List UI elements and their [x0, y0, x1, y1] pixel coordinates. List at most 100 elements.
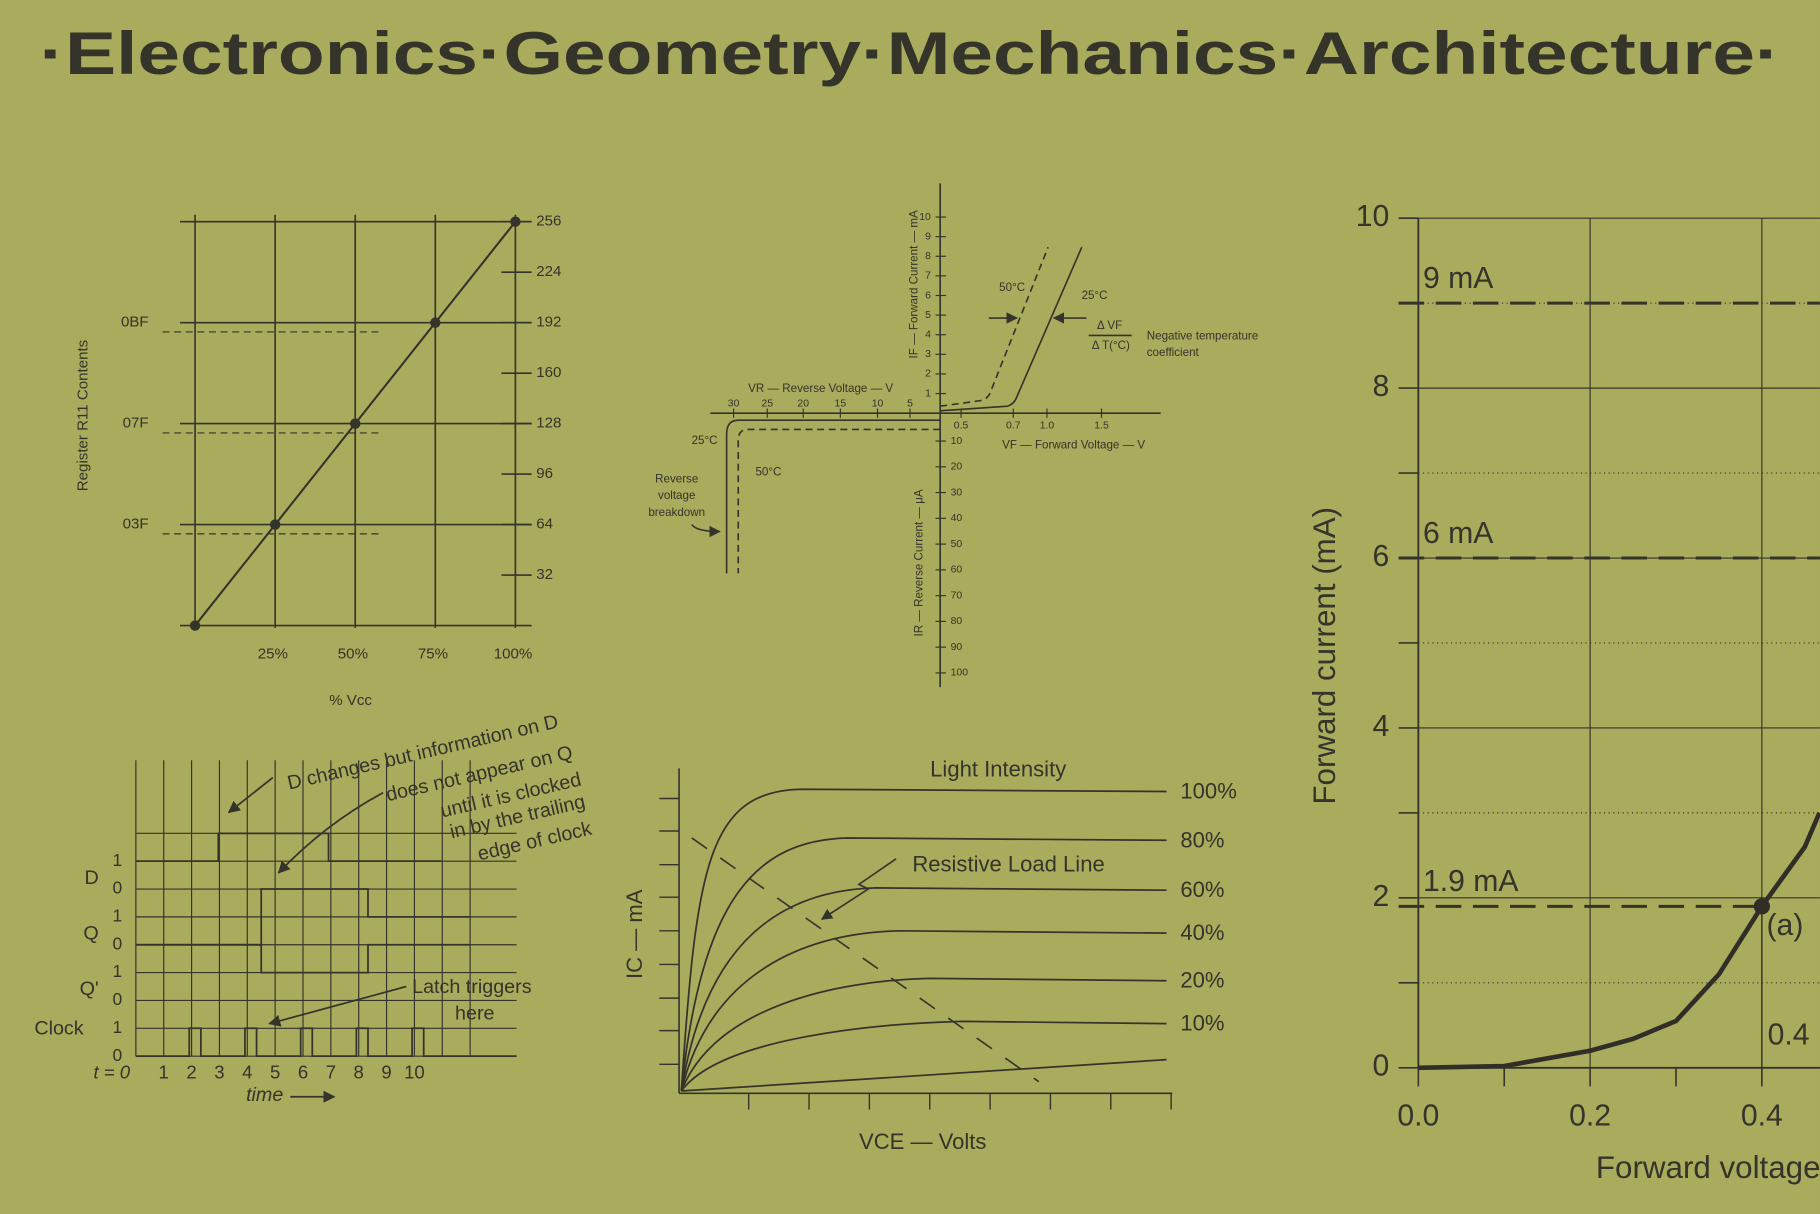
- annotation-label: 1.9 mA: [1423, 865, 1519, 898]
- time-label: time: [246, 1084, 283, 1106]
- point-marker: [1753, 898, 1770, 915]
- tick-label: 15: [835, 399, 847, 410]
- arrow: [691, 524, 721, 538]
- level-label: 0: [112, 878, 122, 898]
- y-tick-label: 10: [1356, 200, 1390, 233]
- y-tick-label: 32: [536, 566, 553, 583]
- point-label: (a): [1767, 909, 1804, 942]
- level-label: 1: [112, 1017, 122, 1037]
- tick-label: 1: [925, 388, 931, 399]
- intensity-label: 40%: [1180, 920, 1224, 945]
- temperature-label: 50°C: [999, 281, 1025, 294]
- delta-label: Δ T(°C): [1092, 339, 1130, 352]
- temperature-label: 25°C: [692, 434, 718, 447]
- y-tick-label: 160: [536, 364, 561, 381]
- data-point: [430, 317, 441, 328]
- tick-label: 0.5: [954, 421, 969, 432]
- intensity-curve: [680, 1020, 1167, 1092]
- tick-label: 30: [728, 399, 740, 410]
- diode-reverse-50: [737, 428, 941, 574]
- axis-label: IC — mA: [622, 889, 647, 979]
- tick-label: 7: [925, 271, 931, 282]
- tick-label: 3: [925, 349, 931, 360]
- tick-label: 6: [925, 290, 931, 301]
- axis-label: VR — Reverse Voltage — V: [748, 382, 893, 395]
- tick-label: 20: [951, 462, 963, 473]
- axis-label: IR — Reverse Current — μA: [912, 489, 925, 636]
- time-tick-label: 2: [186, 1061, 196, 1082]
- data-point: [189, 620, 201, 631]
- signal-label: Q: [83, 923, 98, 945]
- intensity-curve: [680, 837, 1167, 1092]
- intensity-label: 80%: [1180, 827, 1224, 852]
- y2-tick-label: 07F: [123, 415, 149, 432]
- intensity-label: 100%: [1180, 779, 1236, 804]
- load-line-label: Resistive Load Line: [912, 852, 1104, 877]
- signal-label: Clock: [34, 1018, 83, 1040]
- y2-tick-label: 03F: [123, 516, 149, 533]
- y-tick-label: 8: [1373, 370, 1390, 403]
- arrow: [820, 858, 897, 920]
- y-tick-label: 128: [536, 415, 561, 432]
- y-tick-label: 6: [1373, 540, 1390, 573]
- note-label: coefficient: [1147, 346, 1200, 359]
- x-tick-label: 0.2: [1569, 1100, 1611, 1133]
- panel-title: Light Intensity: [930, 756, 1066, 781]
- temperature-label: 50°C: [755, 465, 781, 478]
- tick-label: 1.5: [1094, 421, 1109, 432]
- tick-label: 0.7: [1006, 421, 1021, 432]
- tick-label: 2: [925, 369, 931, 380]
- time-tick-label: 7: [326, 1061, 336, 1082]
- tick-label: 5: [907, 399, 913, 410]
- y-tick-label: 224: [536, 263, 561, 280]
- note-label: breakdown: [648, 506, 705, 519]
- tick-label: 90: [951, 642, 963, 653]
- intensity-curve: [680, 886, 1167, 1092]
- point-x-label: 0.4: [1768, 1018, 1810, 1051]
- y2-tick-label: 0BF: [121, 314, 149, 331]
- diode-reverse-25: [725, 419, 941, 574]
- arrow: [227, 776, 274, 814]
- time-tick-label: 3: [214, 1061, 224, 1082]
- diode-forward-50: [940, 246, 1049, 408]
- x-axis-label: Forward voltage: [1596, 1150, 1820, 1185]
- tick-label: 9: [925, 231, 931, 242]
- note-label: here: [455, 1003, 494, 1025]
- y-tick-label: 4: [1373, 710, 1390, 743]
- level-label: 1: [112, 961, 122, 981]
- x-tick-label: 50%: [338, 646, 368, 663]
- level-label: 0: [112, 1045, 122, 1065]
- level-label: 0: [112, 933, 122, 953]
- intensity-label: 20%: [1180, 968, 1224, 993]
- time-tick-label: 8: [354, 1061, 364, 1082]
- tick-label: 60: [951, 565, 963, 576]
- tick-label: 25: [761, 399, 773, 410]
- level-label: 1: [112, 905, 122, 925]
- annotation-label: 6 mA: [1423, 517, 1494, 550]
- time-tick-label: 1: [159, 1061, 169, 1082]
- arrow: [268, 985, 407, 1027]
- arrow: [277, 791, 384, 874]
- data-point: [269, 519, 281, 530]
- intensity-label: 10%: [1180, 1011, 1224, 1036]
- axis-label: VF — Forward Voltage — V: [1002, 439, 1145, 452]
- x-axis-label: % Vcc: [329, 692, 372, 709]
- signal-label: D: [84, 867, 98, 889]
- intensity-curve: [680, 788, 1167, 1092]
- y-axis-label: Register R11 Contents: [75, 340, 92, 491]
- level-label: 0: [112, 989, 122, 1009]
- time-tick-label: 6: [298, 1061, 308, 1082]
- tick-label: 40: [951, 513, 963, 524]
- x-tick-label: 100%: [494, 646, 533, 663]
- time-tick-label: 4: [242, 1061, 252, 1082]
- time-tick-label: 9: [381, 1061, 391, 1082]
- time-tick-label: 5: [270, 1061, 280, 1082]
- title: ·Electronics·Geometry·Mechanics·Architec…: [40, 19, 1781, 87]
- tick-label: 20: [797, 399, 809, 410]
- y-tick-label: 2: [1373, 880, 1390, 913]
- tick-label: 70: [951, 590, 963, 601]
